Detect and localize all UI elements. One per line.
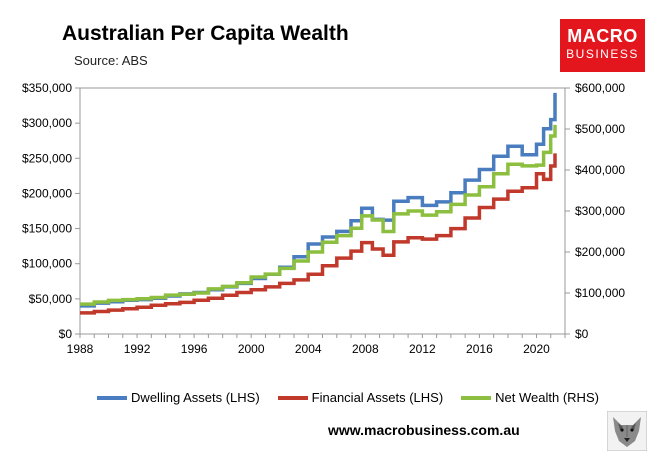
legend-item-financial: Financial Assets (LHS) [277,390,444,405]
y-left-tick-label: $250,000 [22,151,72,165]
y-left-tick-label: $350,000 [22,81,72,95]
y-left-tick-label: $300,000 [22,116,72,130]
x-tick-label: 2020 [523,342,550,356]
legend-swatch-dwelling [97,395,128,400]
logo-line-2: BUSINESS [566,47,639,61]
legend-swatch-net-wealth [461,395,492,400]
legend-label-financial: Financial Assets (LHS) [311,390,444,405]
legend-item-dwelling: Dwelling Assets (LHS) [97,390,260,405]
source-note: Source: ABS [74,53,148,68]
y-left-tick-label: $100,000 [22,257,72,271]
x-tick-label: 1996 [181,342,208,356]
y-right-tick-label: $300,000 [575,204,625,218]
x-tick-label: 2012 [409,342,436,356]
x-tick-label: 2016 [466,342,493,356]
y-right-tick-label: $600,000 [575,81,625,95]
y-left-tick-label: $0 [59,327,73,341]
wolf-logo-icon [607,411,647,451]
x-tick-label: 1992 [124,342,151,356]
x-tick-label: 2004 [295,342,322,356]
series-line-financial [80,153,557,315]
legend-label-dwelling: Dwelling Assets (LHS) [131,390,260,405]
y-left-tick-label: $150,000 [22,222,72,236]
chart-legend: Dwelling Assets (LHS) Financial Assets (… [68,390,628,405]
y-left-tick-label: $200,000 [22,186,72,200]
macrobusiness-logo: MACRO BUSINESS [560,19,645,72]
logo-line-1: MACRO [567,26,638,46]
y-right-tick-label: $200,000 [575,245,625,259]
x-tick-label: 2008 [352,342,379,356]
page-title: Australian Per Capita Wealth [62,22,349,45]
y-right-tick-label: $0 [575,327,589,341]
website-url: www.macrobusiness.com.au [328,422,520,438]
x-tick-label: 1988 [67,342,94,356]
y-right-tick-label: $100,000 [575,286,625,300]
legend-item-net-wealth: Net Wealth (RHS) [461,390,599,405]
y-left-tick-label: $50,000 [29,292,73,306]
series-line-net-wealth [80,124,557,306]
legend-label-net-wealth: Net Wealth (RHS) [495,390,599,405]
legend-swatch-financial [277,395,308,400]
y-right-tick-label: $400,000 [575,163,625,177]
y-right-tick-label: $500,000 [575,122,625,136]
x-tick-label: 2000 [238,342,265,356]
